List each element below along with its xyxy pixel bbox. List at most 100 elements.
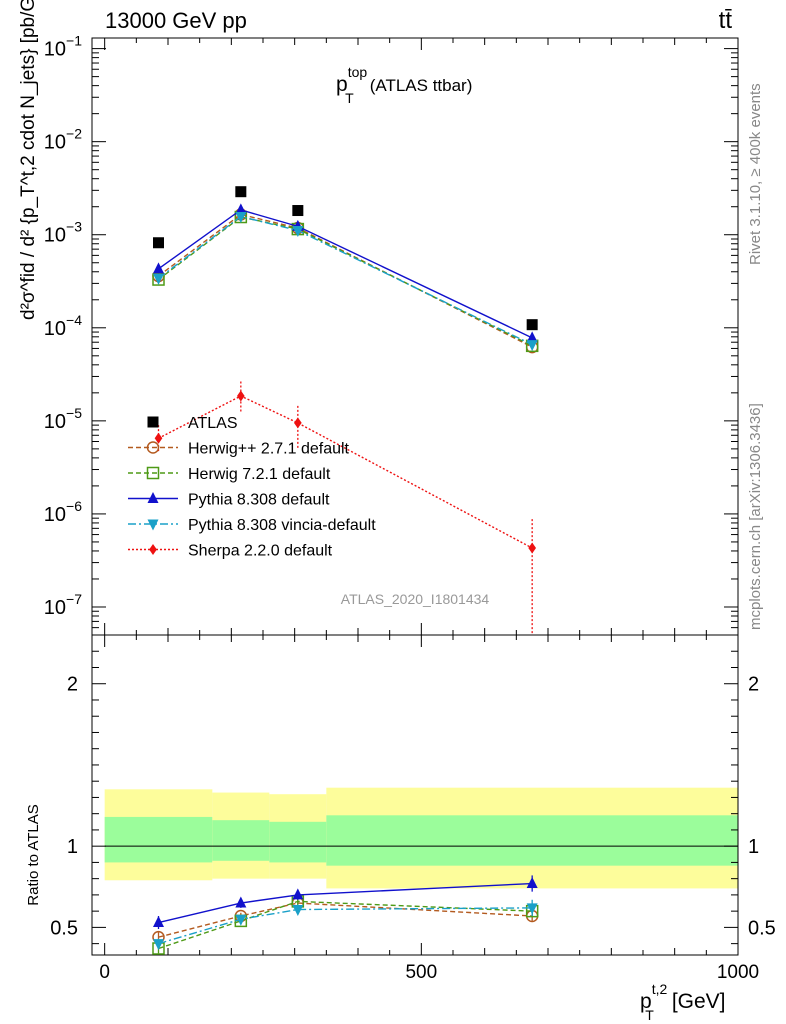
ratio-ylabel: Ratio to ATLAS xyxy=(25,804,42,905)
y-tick-base: 10 xyxy=(44,504,66,526)
series-point-pythia-8-308-vincia-default xyxy=(235,211,247,223)
energy-label: 13000 GeV pp xyxy=(105,8,247,33)
main-ylabel-text: d²σ^fid / d² {p_T^t,2 cdot N_jets} [pb/G… xyxy=(18,0,39,320)
legend-marker-sherpa-2-2-0-default xyxy=(149,544,157,555)
y-tick-label-−1: 10−1 xyxy=(44,33,82,61)
series-point-pythia-8-308-default xyxy=(526,331,538,343)
legend-label-sherpa-2-2-0-default: Sherpa 2.2.0 default xyxy=(188,543,333,560)
legend-marker-atlas xyxy=(147,416,159,428)
y-tick-exp: −5 xyxy=(66,405,82,421)
ratio-line-herwig-2-7-1-default xyxy=(158,902,533,938)
series-point-pythia-8-308-default xyxy=(153,262,164,274)
y-tick-exp: −4 xyxy=(66,312,82,328)
x-tick-label-0: 0 xyxy=(99,962,110,983)
data-point-atlas xyxy=(235,186,247,198)
x-axis-label-sup: t,2 xyxy=(652,981,668,997)
ratio-line-pythia-8-308-vincia-default xyxy=(158,907,533,945)
data-point-atlas xyxy=(153,237,164,249)
ratio-frame xyxy=(91,634,739,956)
series-line-sherpa-2-2-0-default xyxy=(158,395,533,549)
series-point-pythia-8-308-vincia-default xyxy=(526,340,538,352)
legend-marker-pythia-8-308-default xyxy=(147,492,159,503)
main-ylabel: d²σ^fid / d² {p_T^t,2 cdot N_jets} [pb/G… xyxy=(18,0,39,320)
x-axis-label-tail: [GeV] xyxy=(672,990,726,1013)
legend-marker-herwig-2-7-1-default xyxy=(146,441,160,454)
ratio-point-pythia-8-308-default xyxy=(153,916,164,928)
ratio-ytick-label-0-5: 0.5 xyxy=(50,917,78,939)
series-point-pythia-8-308-default xyxy=(235,203,247,215)
plot-title-sup: top xyxy=(348,64,368,80)
ratio-ytick-label-right-2: 2 xyxy=(748,674,759,696)
ratio-point-pythia-8-308-vincia-default xyxy=(153,939,164,951)
y-tick-base: 10 xyxy=(44,39,66,61)
legend-label-herwig-7-2-1-default: Herwig 7.2.1 default xyxy=(188,466,331,483)
x-axis-label: pt,2 T [GeV] xyxy=(640,981,726,1023)
legend-label-atlas: ATLAS xyxy=(188,415,238,432)
x-axis-label-sub: T xyxy=(645,1007,654,1023)
plot-title-main: p xyxy=(336,73,348,96)
mcplots-label: mcplots.cern.ch [arXiv:1306.3436] xyxy=(747,403,764,630)
legend-label-pythia-8-308-default: Pythia 8.308 default xyxy=(188,492,330,509)
x-tick-label-500: 500 xyxy=(405,962,437,983)
ratio-ytick-label-right-1: 1 xyxy=(748,836,759,858)
y-tick-label-−4: 10−4 xyxy=(44,312,82,340)
y-tick-base: 10 xyxy=(44,411,66,433)
legend-label-herwig-2-7-1-default: Herwig++ 2.7.1 default xyxy=(188,441,350,458)
rivet-label: Rivet 3.1.10, ≥ 400k events xyxy=(747,83,764,265)
y-tick-exp: −3 xyxy=(66,219,82,235)
y-tick-label-−2: 10−2 xyxy=(44,126,82,154)
series-line-herwig-2-7-1-default xyxy=(158,213,533,348)
main-panel: 10−710−610−510−410−310−210−1ATLASHerwig+… xyxy=(44,33,739,636)
y-tick-label-−5: 10−5 xyxy=(44,405,82,433)
band-green-3 xyxy=(326,815,738,866)
data-point-atlas xyxy=(526,319,538,331)
ratio-panel: 0 500 1000 0.5 0.5 1 1 2 2 xyxy=(50,634,776,983)
ratio-ytick-label-right-0-5: 0.5 xyxy=(748,917,776,939)
ratio-point-pythia-8-308-default xyxy=(526,877,538,889)
ratio-ytick-label-2: 2 xyxy=(67,674,78,696)
series-point-sherpa-2-2-0-default xyxy=(154,432,163,444)
y-tick-exp: −1 xyxy=(66,33,82,49)
plot-title-tail: (ATLAS ttbar) xyxy=(370,76,473,95)
ratio-line-herwig-7-2-1-default xyxy=(158,900,533,950)
data-point-atlas xyxy=(292,205,304,217)
main-plot-area xyxy=(152,186,539,635)
ratio-point-pythia-8-308-default xyxy=(292,888,304,900)
band-green-2 xyxy=(269,821,327,863)
y-tick-label-−7: 10−7 xyxy=(44,591,82,619)
band-green-1 xyxy=(212,820,270,861)
ratio-point-pythia-8-308-default xyxy=(235,896,247,908)
process-label: tt̄ xyxy=(719,7,733,34)
legend: ATLAS Herwig++ 2.7.1 default Herwig 7.2.1 … xyxy=(128,415,376,560)
legend-label-pythia-8-308-vincia-default: Pythia 8.308 vincia-default xyxy=(188,517,376,534)
ratio-point-pythia-8-308-vincia-default xyxy=(292,905,304,917)
y-tick-exp: −2 xyxy=(66,126,82,142)
y-tick-base: 10 xyxy=(44,597,66,619)
series-point-sherpa-2-2-0-default xyxy=(293,417,302,429)
ratio-plot-area xyxy=(152,875,539,955)
series-point-sherpa-2-2-0-default xyxy=(236,390,245,402)
ratio-point-pythia-8-308-vincia-default xyxy=(235,914,247,926)
y-tick-base: 10 xyxy=(44,225,66,247)
series-line-pythia-8-308-default xyxy=(158,209,533,339)
y-tick-base: 10 xyxy=(44,318,66,340)
x-axis-label-main: p xyxy=(640,990,652,1013)
plot-title-sub: T xyxy=(345,90,354,106)
x-tick-label-1000: 1000 xyxy=(717,962,759,983)
y-tick-label-−3: 10−3 xyxy=(44,219,82,247)
ratio-ytick-label-1: 1 xyxy=(67,836,78,858)
ratio-line-pythia-8-308-default xyxy=(158,882,533,924)
legend-marker-pythia-8-308-vincia-default xyxy=(147,519,159,531)
series-line-pythia-8-308-vincia-default xyxy=(158,215,533,346)
plot-title: ptop T (ATLAS ttbar) xyxy=(336,64,472,106)
y-tick-exp: −7 xyxy=(66,591,82,607)
legend-marker-herwig-7-2-1-default xyxy=(146,466,160,480)
y-tick-exp: −6 xyxy=(66,498,82,514)
band-green-0 xyxy=(104,816,213,863)
y-tick-label-−6: 10−6 xyxy=(44,498,82,526)
series-point-pythia-8-308-vincia-default xyxy=(292,226,304,238)
series-point-pythia-8-308-vincia-default xyxy=(153,273,164,285)
ratio-point-pythia-8-308-vincia-default xyxy=(526,903,538,915)
y-tick-base: 10 xyxy=(44,132,66,154)
